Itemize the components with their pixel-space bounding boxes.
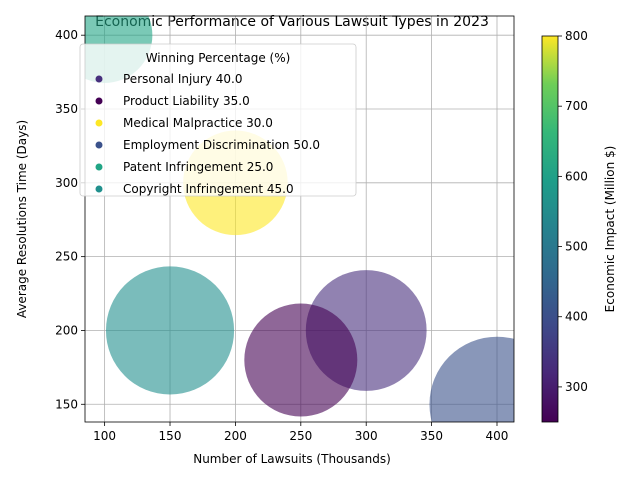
y-tick-label: 400 [55, 28, 78, 42]
colorbar-tick-label: 500 [565, 240, 588, 254]
colorbar-tick-label: 400 [565, 310, 588, 324]
colorbar-tick-label: 300 [565, 380, 588, 394]
bubble-point [244, 303, 358, 417]
bubble-point [429, 336, 514, 422]
x-tick-label: 150 [159, 429, 182, 443]
colorbar-tick-label: 700 [565, 99, 588, 113]
x-tick-label: 250 [289, 429, 312, 443]
x-tick-label: 200 [224, 429, 247, 443]
colorbar-tick-label: 800 [565, 29, 588, 43]
colorbar [541, 35, 559, 423]
colorbar-tick-label: 600 [565, 169, 588, 183]
legend-label: Personal Injury 40.0 [123, 72, 242, 86]
x-tick-label: 350 [420, 429, 443, 443]
legend-title: Winning Percentage (%) [146, 51, 291, 65]
legend-marker [95, 163, 103, 171]
legend-marker [95, 185, 103, 193]
legend-label: Patent Infringement 25.0 [123, 160, 273, 174]
x-tick-label: 300 [355, 429, 378, 443]
x-axis-label: Number of Lawsuits (Thousands) [193, 452, 391, 466]
y-tick-label: 200 [55, 323, 78, 337]
y-axis-label: Average Resolutions Time (Days) [15, 120, 29, 318]
legend: Winning Percentage (%) Personal Injury 4… [79, 43, 357, 197]
y-axis-ticks: 150 200 250 300 350 400 [55, 28, 85, 411]
plot-frame [84, 15, 515, 423]
y-tick-label: 300 [55, 176, 78, 190]
chart-title: Economic Performance of Various Lawsuit … [95, 14, 489, 30]
x-tick-label: 100 [93, 429, 116, 443]
legend-label: Copyright Infringement 45.0 [123, 182, 294, 196]
colorbar-ticks: 300 400 500 600 700 800 [558, 29, 588, 394]
legend-marker [95, 75, 103, 83]
legend-marker [95, 97, 103, 105]
bubble-point [105, 266, 235, 395]
legend-box [79, 43, 357, 197]
legend-label: Medical Malpractice 30.0 [123, 116, 273, 130]
x-axis-ticks: 100 150 200 250 300 350 400 [93, 422, 508, 443]
x-tick-label: 400 [486, 429, 509, 443]
legend-items: Personal Injury 40.0 Product Liability 35… [95, 72, 320, 196]
y-tick-label: 350 [55, 102, 78, 116]
legend-label: Product Liability 35.0 [123, 94, 250, 108]
y-tick-label: 150 [55, 397, 78, 411]
y-tick-label: 250 [55, 250, 78, 264]
legend-label: Employment Discrimination 50.0 [123, 138, 320, 152]
legend-marker [95, 119, 103, 127]
legend-marker [95, 141, 103, 149]
colorbar-label: Economic Impact (Million $) [603, 146, 617, 313]
